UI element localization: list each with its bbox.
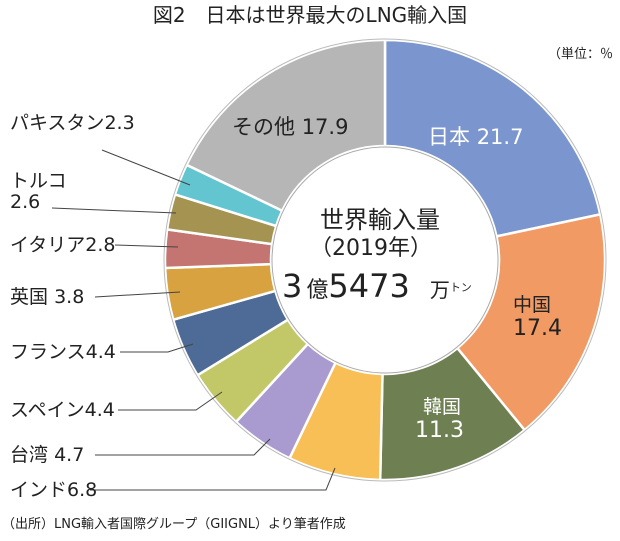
label-taiwan: 台湾 4.7 <box>10 444 85 466</box>
leader-line-italy <box>114 244 179 248</box>
label-spain: スペイン4.4 <box>10 399 115 421</box>
label-turkey: トルコ 2.6 <box>10 170 67 214</box>
leader-line-pakistan <box>101 149 191 186</box>
label-korea: 韓国 11.3 <box>415 396 464 444</box>
chart-title: 図2 日本は世界最大のLNG輸入国 <box>152 3 468 27</box>
source-note: （出所）LNG輸入者国際グループ（GIIGNL）より筆者作成 <box>2 517 346 532</box>
label-other: その他 17.9 <box>232 115 349 139</box>
unit-label: （単位：％ <box>548 47 614 62</box>
leader-line-taiwan <box>95 438 271 456</box>
label-india: インド6.8 <box>10 479 98 501</box>
label-pakistan: パキスタン2.3 <box>10 112 135 134</box>
donut-hole <box>271 146 499 374</box>
slice-中国 <box>455 212 607 432</box>
label-france: フランス4.4 <box>10 341 116 363</box>
leader-line-france <box>120 343 194 353</box>
slice-日本 <box>383 38 602 238</box>
center-year: （2019年） <box>310 236 432 261</box>
leader-line-india <box>90 467 336 491</box>
center-total: 3 億5473 万トン <box>282 267 472 305</box>
label-china: 中国 17.4 <box>513 294 562 342</box>
label-italy: イタリア2.8 <box>10 234 116 256</box>
leader-line-turkey <box>51 207 177 214</box>
leader-line-spain <box>118 391 223 411</box>
leader-line-uk <box>94 291 181 298</box>
label-uk: 英国 3.8 <box>10 286 85 308</box>
center-title: 世界輸入量 <box>320 206 440 234</box>
slice-その他 <box>184 38 387 213</box>
label-japan: 日本 21.7 <box>428 125 524 149</box>
outer-ring <box>163 38 607 482</box>
leader-lines <box>51 149 336 491</box>
